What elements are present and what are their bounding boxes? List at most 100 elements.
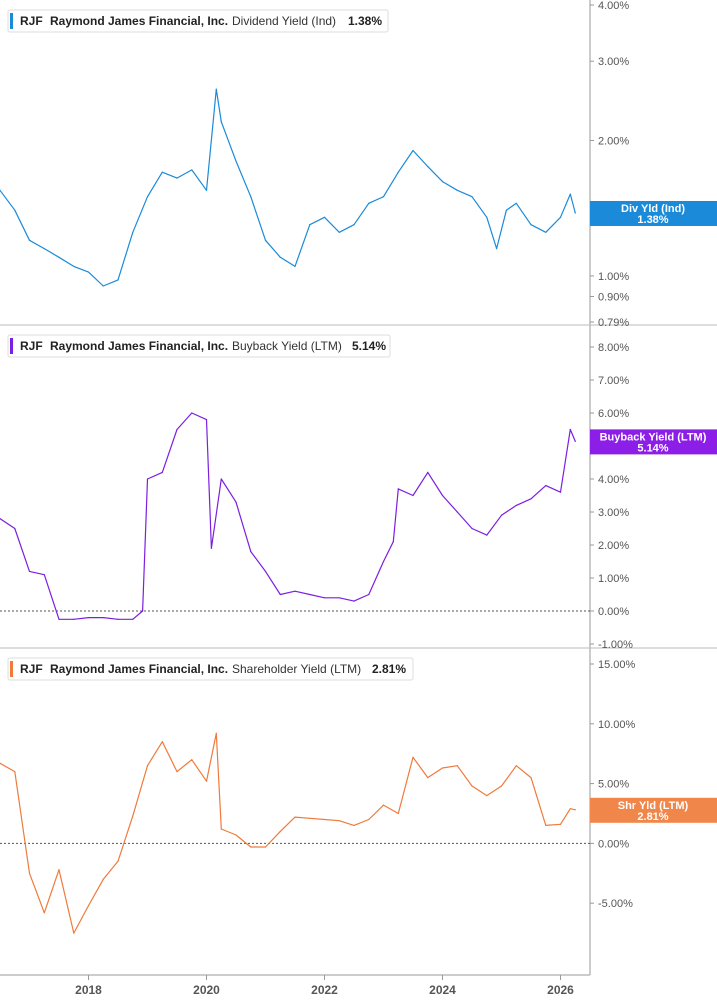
series-line <box>0 412 576 620</box>
data-point <box>471 527 473 530</box>
data-point <box>353 600 355 602</box>
data-point <box>412 149 414 152</box>
data-point <box>397 171 399 173</box>
y-tick-label: 5.00% <box>598 779 629 791</box>
badge-value: 5.14% <box>637 442 668 454</box>
data-point <box>176 771 178 773</box>
y-tick-label: 0.90% <box>598 292 629 304</box>
series-line <box>0 88 576 287</box>
data-point <box>294 816 296 818</box>
data-point <box>392 541 394 543</box>
data-point <box>382 804 385 806</box>
data-point <box>323 216 326 218</box>
badge-value: 1.38% <box>637 214 668 226</box>
data-point <box>58 256 60 258</box>
data-point <box>574 212 576 214</box>
data-point <box>545 824 547 827</box>
data-point <box>28 872 31 874</box>
data-point <box>73 265 75 267</box>
data-point <box>43 574 45 576</box>
data-point <box>250 551 252 553</box>
data-point <box>427 165 429 168</box>
data-point <box>117 618 119 620</box>
series-line <box>0 732 576 934</box>
data-point <box>294 265 296 267</box>
data-point <box>441 767 444 769</box>
data-point <box>205 419 208 421</box>
data-point <box>117 279 119 281</box>
legend-swatch <box>10 338 13 354</box>
y-tick-label: 1.00% <box>598 271 629 283</box>
legend-ticker: RJF <box>20 14 43 28</box>
data-point <box>117 860 119 862</box>
data-point <box>215 88 217 90</box>
data-point <box>353 224 355 226</box>
badge-label: Div Yld (Ind) <box>621 203 685 215</box>
data-point <box>87 617 90 619</box>
data-point <box>132 231 134 233</box>
y-tick-label: 0.00% <box>598 838 629 850</box>
data-point <box>0 762 1 764</box>
legend-swatch <box>10 661 13 677</box>
data-point <box>250 196 252 198</box>
data-point <box>14 527 16 530</box>
data-point <box>43 912 45 914</box>
legend-company: Raymond James Financial, Inc. <box>50 662 228 676</box>
data-point <box>191 412 193 414</box>
legend-metric: Buyback Yield (LTM) <box>232 339 342 353</box>
data-point <box>574 809 576 811</box>
data-point <box>382 560 385 563</box>
y-tick-label: 0.00% <box>598 606 629 618</box>
legend-company: Raymond James Financial, Inc. <box>50 14 228 28</box>
data-point <box>574 440 576 442</box>
data-point <box>161 741 163 743</box>
data-point <box>530 224 532 226</box>
data-point <box>191 169 193 171</box>
data-point <box>545 485 547 487</box>
data-point <box>456 189 458 191</box>
x-tick-label: 2018 <box>75 983 102 997</box>
x-tick-label: 2024 <box>429 983 456 997</box>
y-tick-label: 1.00% <box>598 573 629 585</box>
y-tick-label: 4.00% <box>598 474 629 486</box>
data-point <box>471 196 473 198</box>
data-point <box>412 494 414 497</box>
data-point <box>559 491 562 493</box>
data-point <box>368 202 370 204</box>
data-point <box>427 471 429 473</box>
data-point <box>569 193 571 195</box>
data-point <box>176 428 178 431</box>
legend-ticker: RJF <box>20 662 43 676</box>
data-point <box>279 593 281 596</box>
data-point <box>309 817 311 819</box>
data-point <box>146 765 149 767</box>
data-point <box>323 597 326 599</box>
data-point <box>264 846 267 848</box>
y-tick-label: 0.79% <box>598 317 629 329</box>
data-point <box>338 597 340 599</box>
data-point <box>264 239 267 241</box>
data-point <box>161 171 163 173</box>
y-tick-label: 8.00% <box>598 342 629 354</box>
data-point <box>191 759 193 761</box>
data-point <box>102 878 104 880</box>
legend-company: Raymond James Financial, Inc. <box>50 339 228 353</box>
data-point <box>205 189 208 191</box>
data-point <box>132 815 134 817</box>
data-point <box>456 511 458 513</box>
data-point <box>338 820 340 822</box>
value-badge <box>590 200 717 226</box>
data-point <box>382 196 385 198</box>
data-point <box>132 618 134 620</box>
y-tick-label: 6.00% <box>598 408 629 420</box>
data-point <box>353 824 355 827</box>
data-point <box>73 618 75 620</box>
data-point <box>559 216 562 218</box>
legend-box <box>7 334 391 358</box>
data-point <box>176 177 178 179</box>
data-point <box>235 834 237 836</box>
data-point <box>102 285 104 287</box>
legend-swatch <box>10 13 13 29</box>
data-point <box>368 818 370 821</box>
